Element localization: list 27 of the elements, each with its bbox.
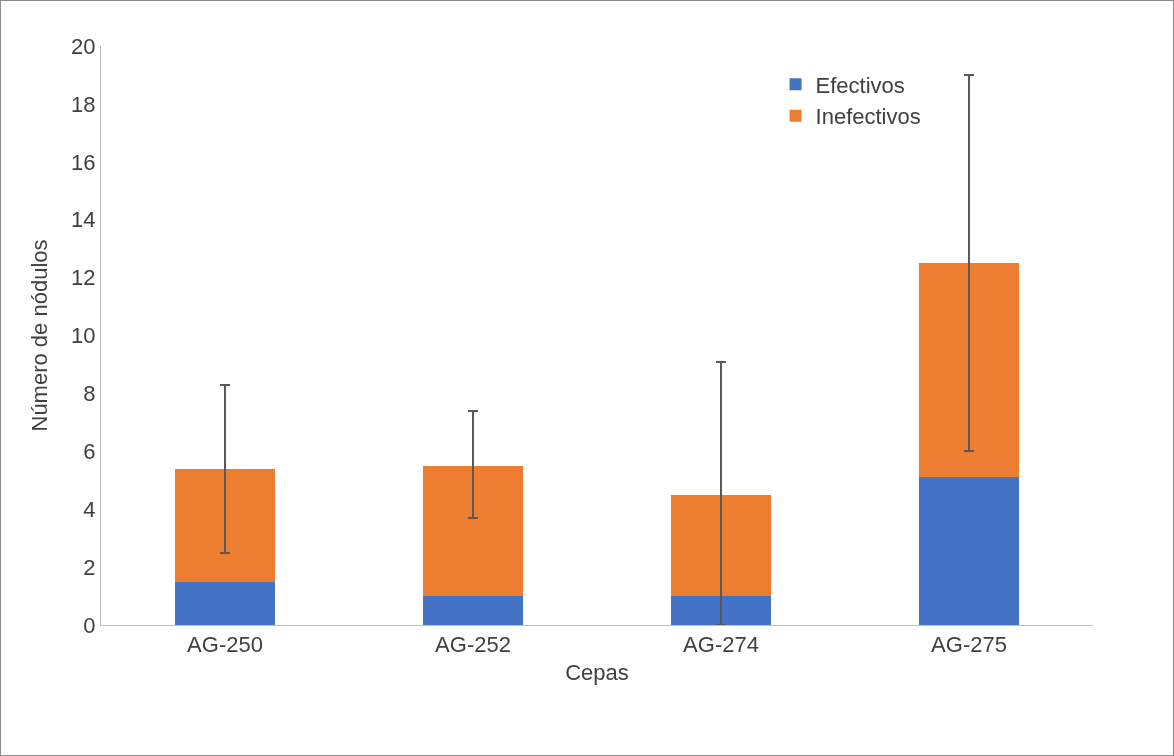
y-tick-label: 14 — [71, 207, 96, 233]
legend-label: Efectivos — [815, 72, 905, 98]
bar — [671, 494, 771, 597]
y-tick-label: 8 — [83, 381, 96, 407]
y-tick-label: 16 — [71, 149, 96, 175]
bar — [919, 263, 1019, 478]
y-tick-label: 18 — [71, 91, 96, 117]
y-tick-label: 6 — [83, 439, 96, 464]
y-tick-label: 4 — [83, 496, 96, 522]
x-axis-title: Cepas — [565, 660, 629, 686]
x-tick-label: AG-250 — [187, 632, 263, 658]
bar — [175, 581, 275, 625]
legend-label: Inefectivos — [815, 104, 921, 130]
bar — [671, 596, 771, 625]
x-tick-label: AG-275 — [931, 632, 1007, 658]
bar — [423, 465, 523, 597]
y-tick-label: 20 — [71, 33, 96, 59]
x-tick-label: AG-274 — [683, 632, 759, 658]
y-tick-label: 0 — [83, 612, 96, 638]
bar — [919, 477, 1019, 625]
y-tick-label: 2 — [83, 554, 96, 580]
y-axis-title: Número de nódulos — [27, 239, 52, 432]
bar — [423, 596, 523, 625]
x-tick-label: AG-252 — [435, 632, 511, 658]
bar — [175, 468, 275, 582]
y-tick-label: 12 — [71, 265, 96, 291]
y-tick-label: 10 — [71, 323, 96, 349]
